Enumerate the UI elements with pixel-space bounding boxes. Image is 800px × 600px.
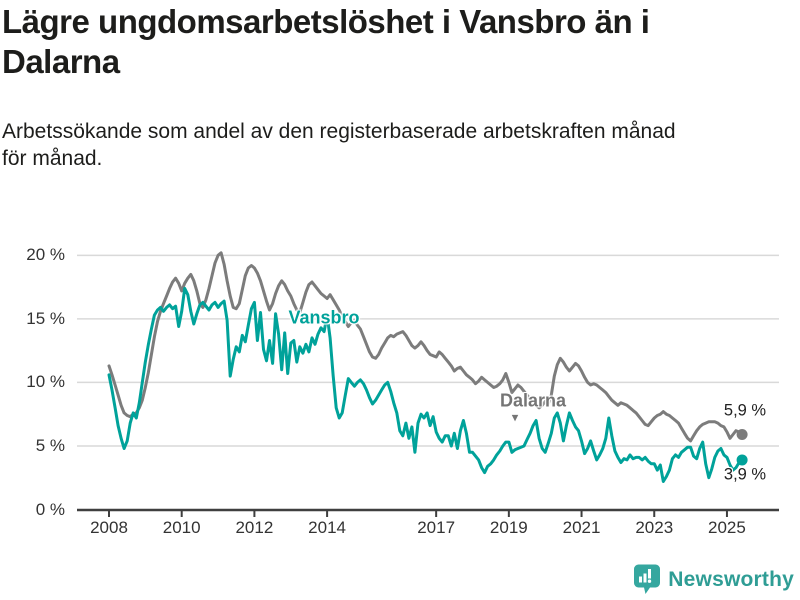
newsworthy-logo-text: Newsworthy: [668, 567, 794, 591]
x-tick-label: 2012: [235, 518, 274, 537]
title-line-1: Lägre ungdomsarbetslöshet i Vansbro än i: [2, 3, 650, 40]
y-tick-label: 10 %: [26, 372, 65, 392]
y-tick-label: 0 %: [35, 499, 65, 519]
end-dot-vansbro: [736, 454, 748, 466]
line-dalarna: [107, 251, 744, 443]
title-line-2: Dalarna: [2, 43, 120, 80]
subtitle-line-1: Arbetssökande som andel av den registerb…: [2, 120, 676, 143]
end-dot-dalarna: [736, 429, 748, 441]
x-tick-label: 2014: [308, 518, 347, 537]
line-vansbro: [107, 286, 744, 483]
x-tick-label: 2008: [90, 518, 128, 537]
series-label-vansbro: Vansbro: [288, 307, 360, 328]
y-tick-label: 15 %: [26, 308, 65, 328]
x-tick-label: 2021: [562, 518, 601, 537]
newsworthy-logo: Newsworthy: [633, 564, 794, 595]
dalarna-pointer-icon: ▾: [511, 409, 519, 425]
x-tick-label: 2017: [417, 518, 456, 537]
y-tick-label: 20 %: [26, 245, 65, 265]
end-value-dalarna: 5,9 %: [723, 401, 767, 420]
x-tick-label: 2010: [162, 518, 201, 537]
y-tick-label: 5 %: [35, 435, 65, 455]
chart-subtitle: Arbetssökande som andel av den registerb…: [2, 118, 792, 172]
x-tick-label: 2019: [489, 518, 528, 537]
page-title: Lägre ungdomsarbetslöshet i Vansbro än i…: [2, 2, 772, 82]
end-value-vansbro: 3,9 %: [723, 465, 767, 484]
newsworthy-bubble-icon: [634, 564, 661, 594]
subtitle-line-2: för månad.: [2, 147, 103, 170]
x-tick-label: 2023: [635, 518, 674, 537]
x-tick-label: 2025: [708, 518, 746, 537]
series-label-dalarna: Dalarna: [499, 390, 567, 411]
